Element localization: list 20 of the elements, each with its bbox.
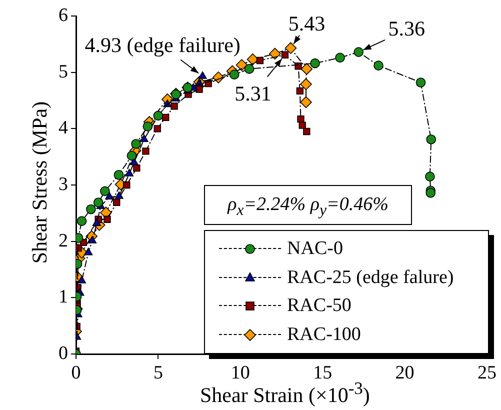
y-axis-title: Shear Stress (MPa)	[28, 100, 52, 266]
legend-label: RAC-25 (edge falure)	[287, 266, 454, 289]
annotation: 5.31	[234, 81, 272, 106]
x-tick-label: 25	[478, 362, 496, 384]
y-tick-label: 1	[58, 286, 68, 308]
annotation: 5.43	[288, 12, 326, 36]
y-tick-label: 2	[58, 230, 68, 252]
annotation: 5.36	[388, 16, 425, 41]
legend-label: RAC-100	[287, 324, 361, 346]
annotation: ρ$_{x}$=2.24% ρ$_{y}$=0.46%	[204, 185, 412, 225]
y-tick-label: 6	[58, 4, 68, 26]
y-tick-label: 3	[58, 174, 68, 195]
y-tick-label: 0	[58, 342, 68, 364]
annotation: 4.93 (edge failure)	[84, 32, 240, 57]
x-tick-label: 20	[395, 362, 414, 384]
y-tick-label: 4	[58, 118, 68, 139]
legend-label: NAC-0	[287, 238, 343, 260]
legend-label: RAC-50	[287, 295, 352, 318]
y-tick-label: 5	[58, 61, 68, 82]
x-tick-label: 5	[153, 362, 163, 384]
